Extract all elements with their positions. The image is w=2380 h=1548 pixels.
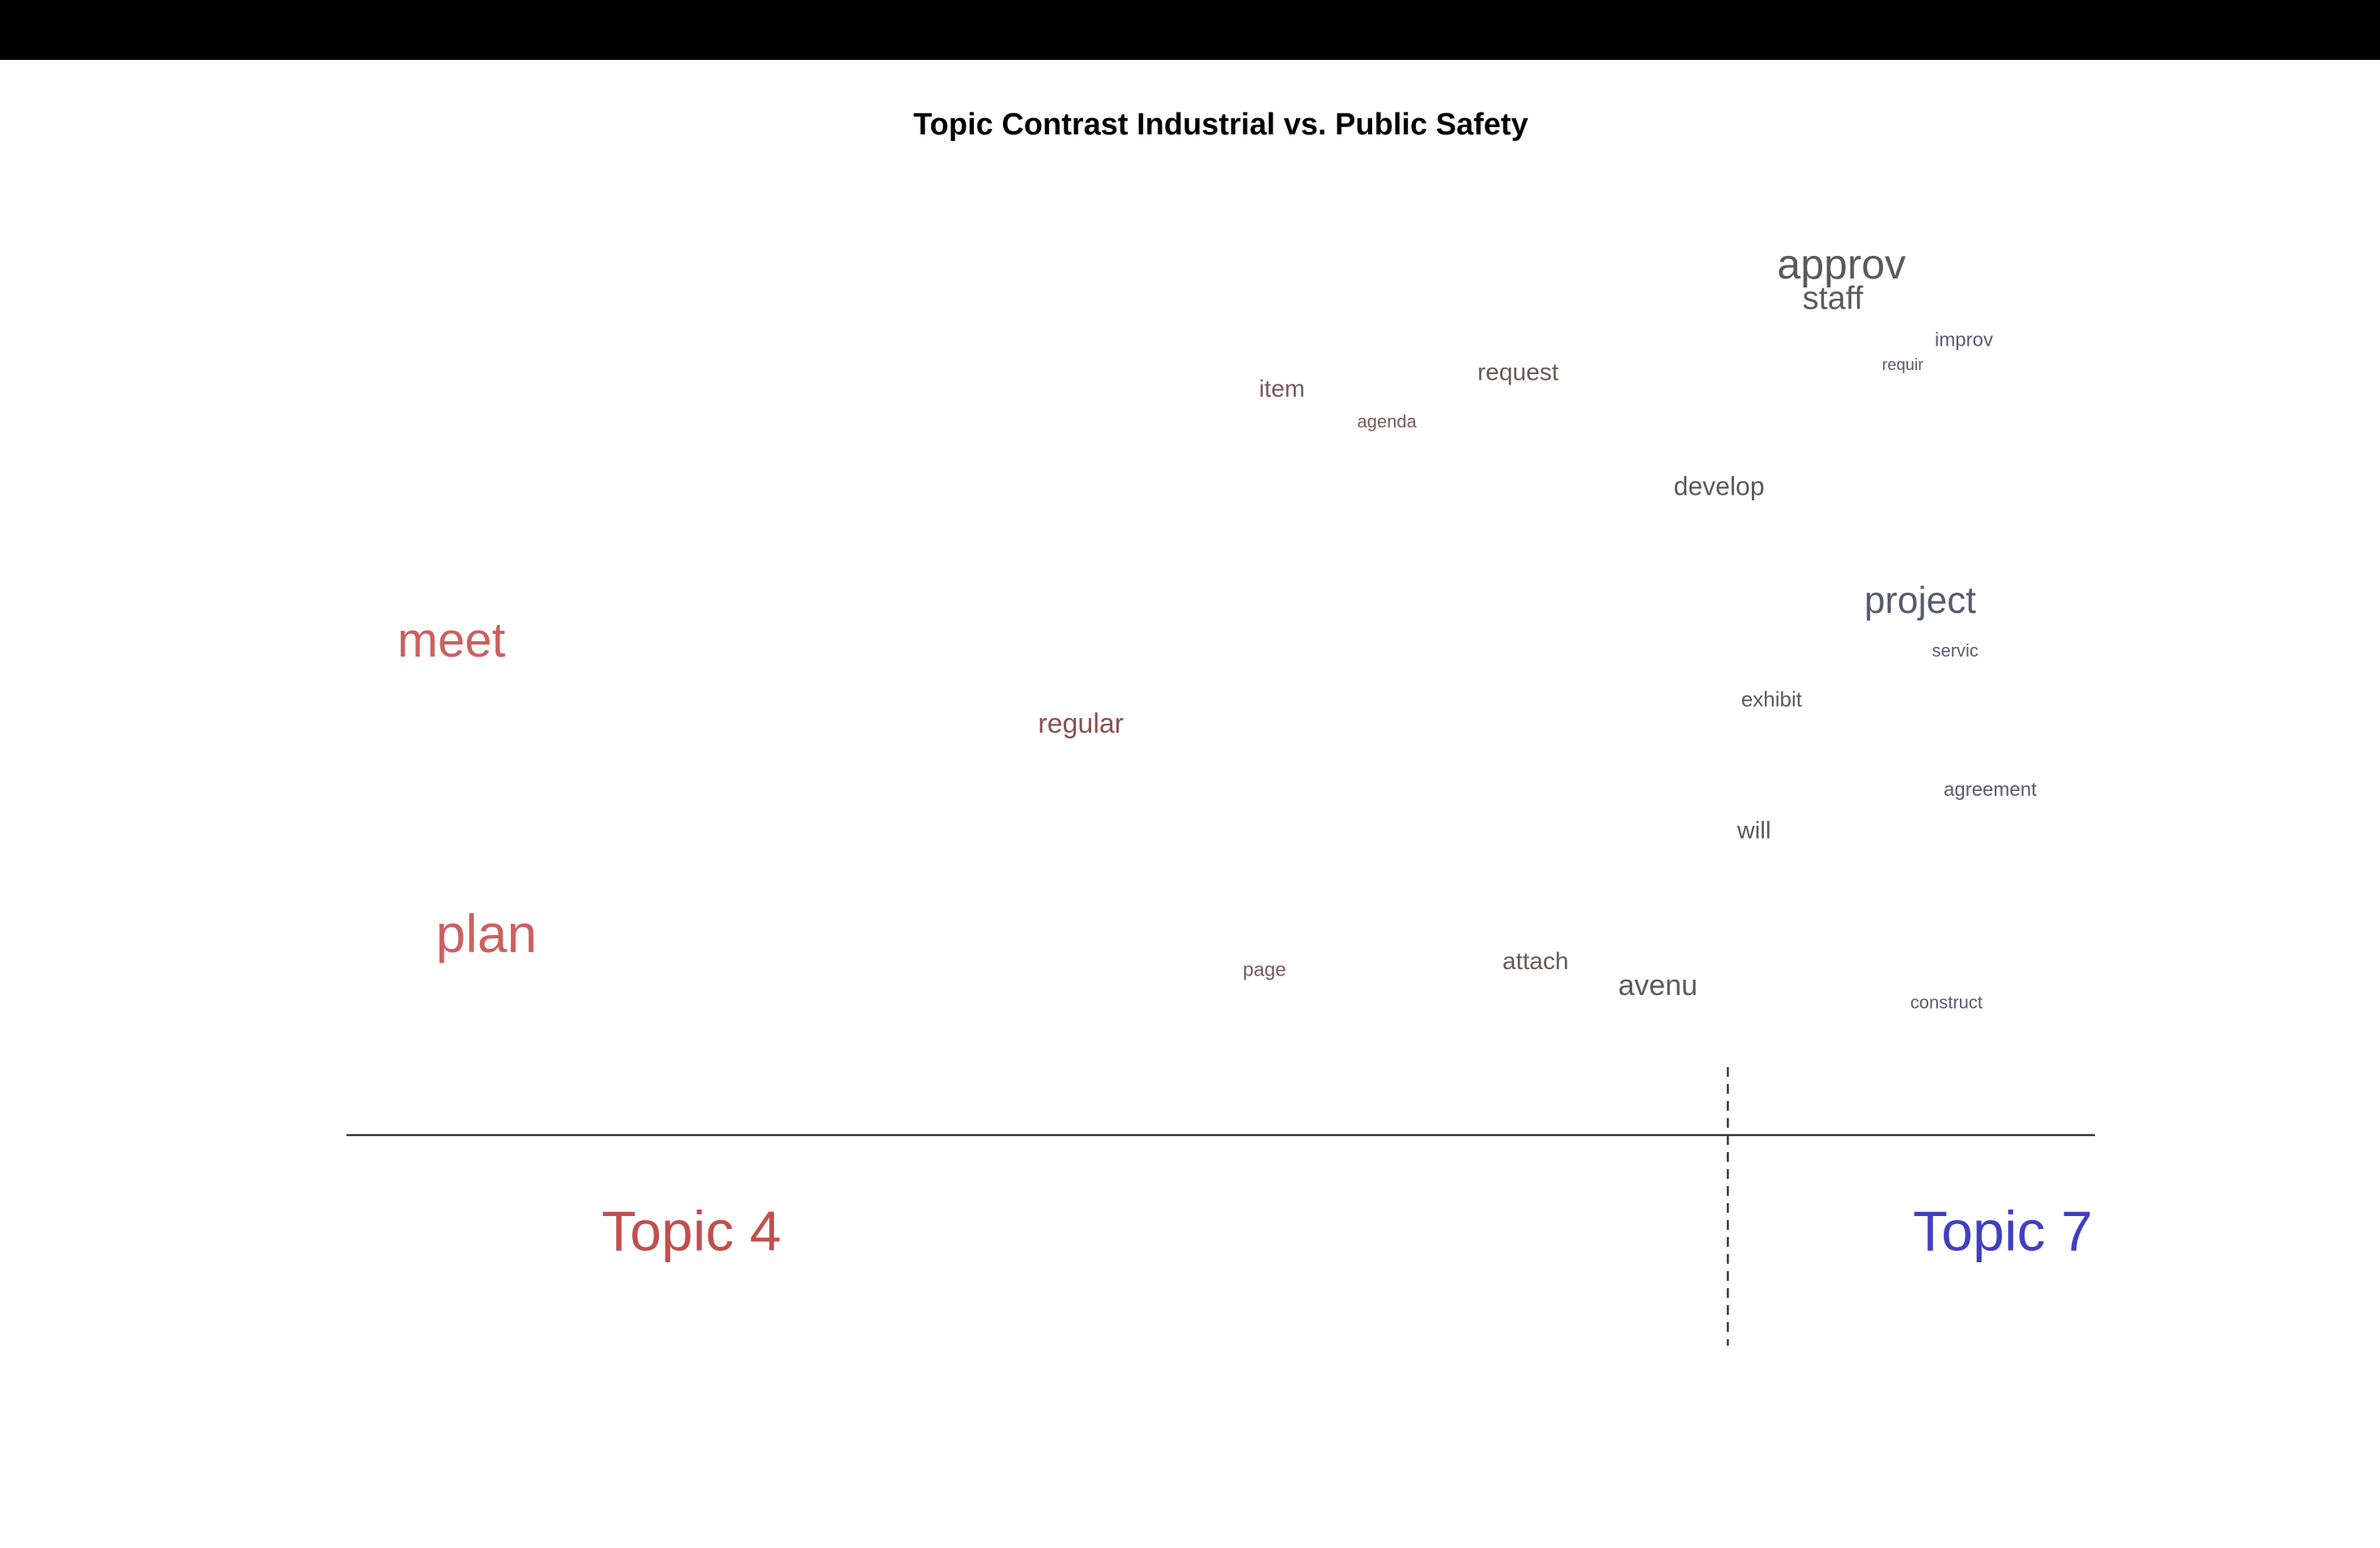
word-point-page: page bbox=[1243, 959, 1286, 980]
word-point-approv: approv bbox=[1777, 241, 1906, 288]
word-point-meet: meet bbox=[397, 613, 506, 667]
topic-label-layer: Topic 4 Topic 7 bbox=[601, 1199, 2093, 1262]
word-point-agreement: agreement bbox=[1944, 779, 2037, 801]
word-point-avenu: avenu bbox=[1618, 968, 1698, 1002]
word-point-improv: improv bbox=[1935, 330, 1993, 351]
word-point-regular: regular bbox=[1038, 708, 1124, 739]
word-point-requir: requir bbox=[1882, 356, 1923, 374]
word-point-servic: servic bbox=[1932, 640, 1978, 661]
topic-label-right: Topic 7 bbox=[1913, 1199, 2093, 1262]
word-point-project: project bbox=[1864, 579, 1976, 621]
word-point-request: request bbox=[1477, 359, 1559, 386]
word-point-plan: plan bbox=[436, 904, 537, 963]
word-point-agenda: agenda bbox=[1357, 411, 1417, 432]
chart-title: Topic Contrast Industrial vs. Public Saf… bbox=[913, 108, 1528, 142]
word-point-will: will bbox=[1736, 817, 1771, 844]
word-point-staff: staff bbox=[1803, 280, 1864, 316]
topic-label-left: Topic 4 bbox=[601, 1199, 781, 1262]
word-point-construct: construct bbox=[1910, 992, 1983, 1012]
top-bar bbox=[0, 0, 2380, 60]
word-point-develop: develop bbox=[1674, 472, 1765, 501]
word-point-attach: attach bbox=[1502, 948, 1569, 975]
word-point-exhibit: exhibit bbox=[1741, 687, 1803, 712]
word-point-item: item bbox=[1259, 376, 1305, 402]
